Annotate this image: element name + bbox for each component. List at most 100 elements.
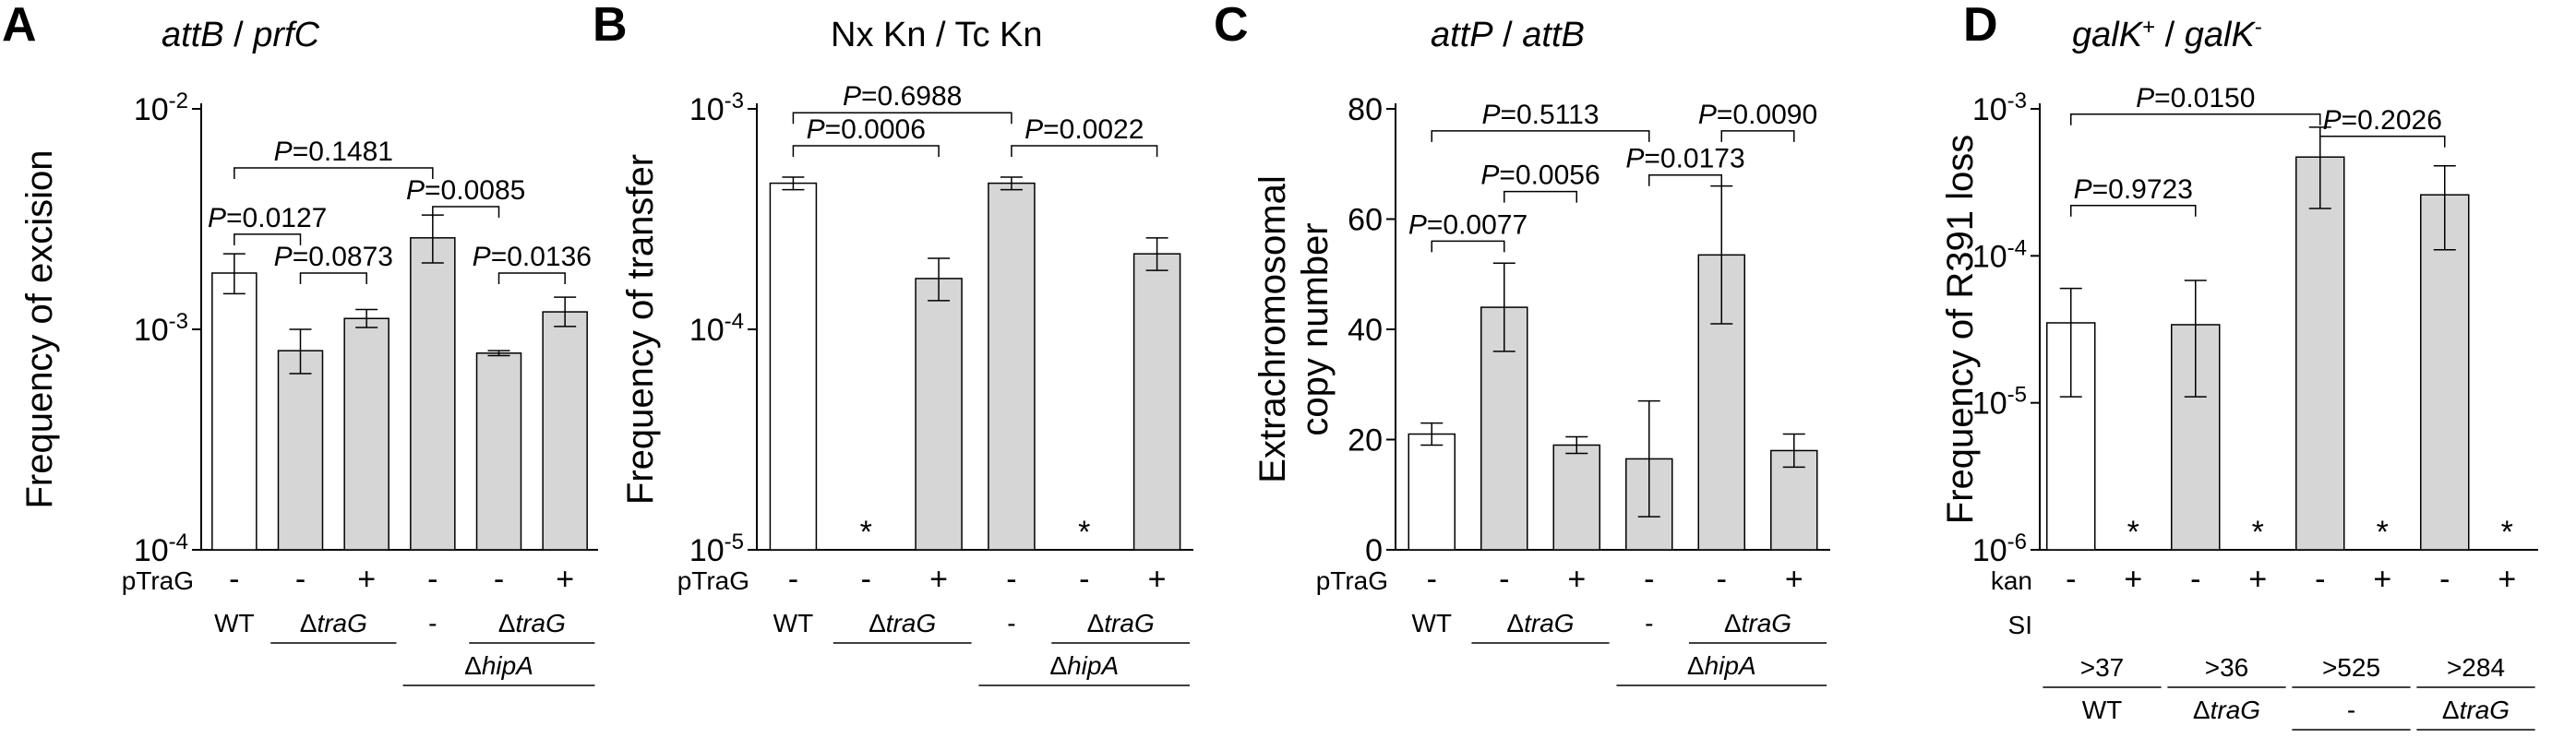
condition-mark: - [494,562,504,597]
p-value: =0.0873 [293,242,393,272]
tick-base: 10 [689,313,725,348]
group-text: hipA [482,651,533,680]
comparison-bracket [2319,136,2446,148]
bar [1552,444,1600,551]
condition-mark: - [1079,562,1089,597]
panel-letter: A [2,0,37,52]
comparison-bracket [234,167,434,179]
comparison-bracket [792,112,1012,125]
p-value-label: P=0.5113 [1481,100,1599,130]
comparison-bracket [1720,130,1795,142]
no-detection-star: * [1078,515,1090,550]
comparison-bracket [2070,113,2321,125]
condition-mark: - [427,562,437,597]
panel-title: galK+ / galK- [2072,15,2262,55]
y-tick-label: 10-4 [134,530,188,569]
condition-mark: - [861,562,871,597]
no-detection-star: * [2127,515,2139,550]
group-label: ΔtraG [1087,609,1155,637]
panel-title: attB / prfC [162,16,320,54]
p-value: =0.0006 [825,114,926,145]
y-tick-label: 80 [1348,92,1383,127]
group-label: ΔhipA [1049,651,1119,680]
group-text: - [1645,609,1653,637]
tick-base: 10 [689,533,725,568]
title-segment: + [2142,15,2155,40]
bar [915,278,963,551]
comparison-bracket [432,206,500,219]
y-tick-label: 10-3 [689,89,744,128]
p-value-label: P=0.0136 [473,242,592,272]
p-value-label: P=0.9723 [2074,174,2193,205]
y-tick-label: 0 [1365,533,1383,568]
p-symbol: P [843,81,861,112]
p-value-label: P=0.0022 [1024,114,1144,145]
condition-mark: + [1567,562,1586,597]
condition-mark: + [2373,562,2391,597]
p-symbol: P [2074,174,2092,205]
tick-base: 10 [134,92,169,127]
group-text: traG [886,609,936,637]
group-label: ΔhipA [1687,651,1756,680]
bar [343,317,389,551]
y-axis-label: Extrachromosomal [1252,175,1293,482]
tick-exponent: -4 [725,309,744,334]
group-label: ΔtraG [2442,696,2510,724]
group-label: ΔtraG [1506,609,1574,637]
comparison-bracket [1431,130,1650,142]
group-label: >36 [2205,653,2249,682]
p-symbol: P [473,242,491,272]
condition-mark: - [788,562,798,597]
bar [2295,156,2345,551]
condition-mark: + [556,562,574,597]
condition-mark: - [2066,562,2076,597]
p-value-label: P=0.6988 [843,81,962,112]
group-text: WT [214,609,255,637]
p-value: =0.5113 [1500,100,1599,130]
group-text: hipA [1067,651,1119,680]
tick-exponent: -5 [2007,382,2027,407]
group-text: - [1007,609,1015,637]
title-segment: attB [1522,16,1585,54]
no-detection-star: * [2501,515,2513,550]
tick-exponent: -4 [169,530,188,554]
tick-exponent: -3 [2007,89,2027,113]
p-value: =0.0136 [491,242,592,272]
group-text: traG [317,609,366,637]
tick-exponent: -4 [2007,235,2027,260]
group-text: - [2347,696,2355,724]
group-text: - [428,609,437,637]
comparison-bracket [497,272,566,284]
tick-base: 10 [1972,239,2007,274]
comparison-bracket [1011,145,1158,158]
group-label: - [1007,609,1015,637]
p-value-label: P=0.0127 [208,203,327,233]
tick-base: 10 [134,313,169,348]
p-value-label: P=0.0150 [2136,83,2255,113]
p-value: =0.9723 [2092,174,2193,205]
p-symbol: P [1625,144,1644,174]
p-value-label: P=0.0006 [807,114,926,145]
condition-mark: + [929,562,948,597]
bar [2171,324,2221,551]
group-label: WT [773,609,814,637]
tick-base: 20 [1348,423,1383,458]
y-tick-label: 40 [1348,313,1383,348]
y-axis-label: Frequency of R391 loss [1940,135,1981,524]
panel-title: Nx Kn / Tc Kn [831,16,1043,54]
group-label: - [1645,609,1653,637]
row-label: kan [1991,566,2032,595]
tick-exponent: -2 [169,89,188,113]
p-value: =0.0127 [226,203,327,233]
p-symbol: P [274,242,293,272]
group-label: ΔtraG [2193,696,2260,724]
group-text: traG [2460,696,2510,724]
tick-base: 80 [1348,92,1383,127]
comparison-bracket [2070,205,2197,217]
p-symbol: P [2323,105,2342,136]
delta-symbol: Δ [498,609,516,637]
comparison-bracket [234,233,302,245]
comparison-bracket [1504,190,1577,203]
p-value-label: P=0.0173 [1625,144,1744,174]
